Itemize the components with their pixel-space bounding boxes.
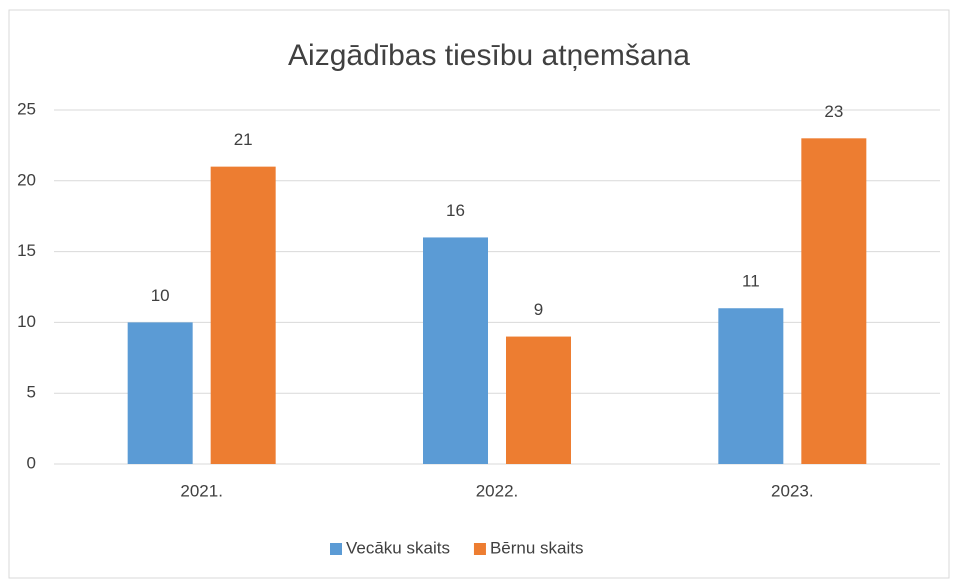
x-tick-label: 2022.: [476, 481, 519, 500]
bar: [718, 308, 784, 464]
x-tick-label: 2021.: [180, 481, 223, 500]
data-label: 9: [534, 300, 543, 319]
legend-swatch: [330, 543, 342, 555]
data-label: 10: [151, 286, 170, 305]
x-tick-label: 2023.: [771, 481, 814, 500]
legend-label: Bērnu skaits: [490, 538, 584, 557]
y-tick-label: 5: [27, 383, 36, 402]
y-tick-label: 0: [27, 453, 36, 472]
data-label: 21: [234, 130, 253, 149]
y-tick-label: 15: [17, 241, 36, 260]
chart-title: Aizgādības tiesību atņemšana: [288, 39, 690, 72]
bar: [127, 322, 193, 464]
y-tick-label: 25: [17, 99, 36, 118]
bar: [506, 336, 571, 464]
data-label: 23: [824, 102, 843, 121]
legend-swatch: [473, 543, 486, 555]
bar: [210, 166, 276, 464]
data-label: 11: [742, 272, 760, 291]
y-tick-label: 20: [17, 170, 36, 189]
y-tick-label: 10: [17, 312, 36, 331]
bar: [423, 237, 488, 464]
legend-label: Vecāku skaits: [346, 538, 450, 557]
bar: [801, 138, 867, 464]
data-label: 16: [446, 201, 465, 220]
